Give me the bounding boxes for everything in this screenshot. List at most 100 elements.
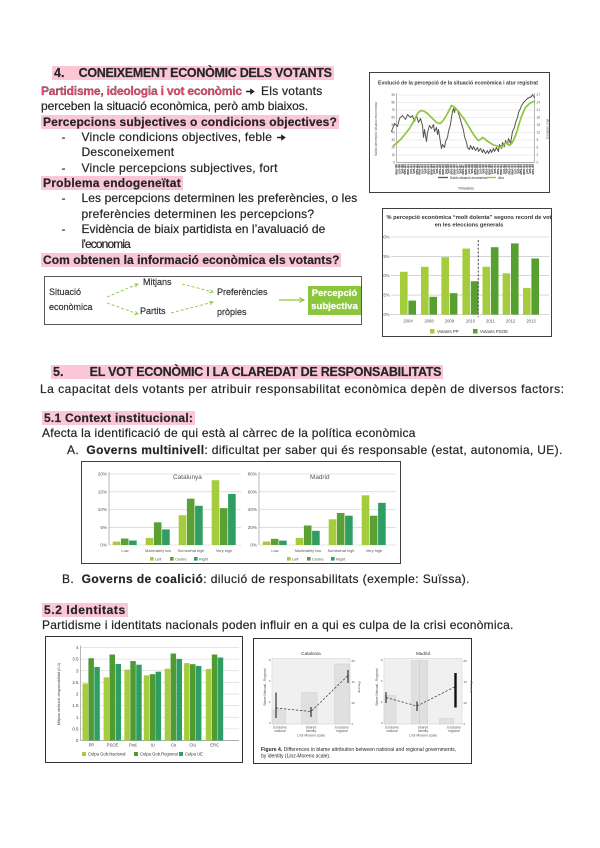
svg-text:Shared: Shared — [305, 725, 316, 729]
svg-text:Saldo percepció situació econò: Saldo percepció situació econòmica — [374, 101, 378, 155]
svg-text:9: 9 — [536, 138, 538, 142]
svg-text:identity: identity — [417, 729, 428, 733]
svg-text:jun-88: jun-88 — [467, 163, 471, 174]
svg-text:by identity (Linz-Moreno scale: by identity (Linz-Moreno scale). — [261, 753, 330, 759]
svg-text:regional: regional — [336, 729, 348, 733]
svg-text:PP: PP — [88, 742, 94, 747]
svg-text:Very high: Very high — [366, 548, 382, 553]
svg-text:Trimestres: Trimestres — [458, 186, 474, 190]
svg-text:3.5: 3.5 — [72, 656, 79, 661]
svg-text:.6: .6 — [379, 658, 382, 662]
svg-text:40: 40 — [463, 680, 467, 684]
svg-text:20: 20 — [391, 145, 395, 149]
svg-text:Exclusive: Exclusive — [335, 725, 349, 729]
svg-text:Pod.: Pod. — [128, 742, 137, 747]
svg-text:0.5: 0.5 — [72, 726, 79, 731]
svg-text:Percent: Percent — [469, 681, 473, 692]
svg-text:40: 40 — [351, 680, 355, 684]
svg-text:des-86: des-86 — [449, 163, 453, 174]
svg-text:18: 18 — [536, 115, 540, 119]
svg-text:des-91: des-91 — [496, 163, 500, 174]
svg-text:set-84: set-84 — [435, 163, 439, 173]
svg-text:set-90: set-90 — [481, 163, 485, 173]
svg-text:10%: 10% — [98, 507, 107, 512]
svg-text:30: 30 — [391, 138, 395, 142]
svg-text:6: 6 — [536, 145, 538, 149]
svg-text:.4: .4 — [379, 679, 382, 683]
svg-text:Saldo situació econòmica: Saldo situació econòmica — [450, 176, 488, 180]
svg-text:% percepció econòmica “molt do: % percepció econòmica “molt dolenta” seg… — [387, 215, 552, 221]
svg-text:.6: .6 — [267, 658, 270, 662]
svg-text:.0: .0 — [379, 721, 382, 725]
svg-text:des-83: des-83 — [426, 163, 430, 174]
svg-text:0%: 0% — [100, 543, 107, 548]
svg-text:set-91: set-91 — [493, 163, 497, 173]
svg-text:Culpa Gob.Nacional: Culpa Gob.Nacional — [88, 751, 126, 756]
svg-text:60: 60 — [351, 659, 355, 663]
svg-text:Culpa UE: Culpa UE — [185, 751, 203, 756]
svg-text:set-80: set-80 — [400, 163, 404, 173]
svg-text:20%: 20% — [248, 525, 257, 530]
svg-text:2010: 2010 — [466, 319, 476, 324]
svg-text:Madrid: Madrid — [415, 651, 429, 656]
svg-text:2: 2 — [76, 691, 79, 696]
svg-text:set-94: set-94 — [516, 163, 520, 173]
svg-text:Culpa Gob.Regional: Culpa Gob.Regional — [140, 751, 178, 756]
svg-text:Somewhat high: Somewhat high — [328, 548, 355, 553]
svg-text:Moderately low: Moderately low — [145, 548, 171, 553]
svg-text:Shared: Shared — [417, 725, 428, 729]
svg-text:national: national — [274, 729, 285, 733]
svg-text:jun-81: jun-81 — [409, 163, 413, 174]
svg-text:set-95: set-95 — [527, 163, 531, 173]
svg-text:20: 20 — [463, 701, 467, 705]
svg-text:2009: 2009 — [445, 319, 455, 324]
svg-text:des-95: des-95 — [530, 163, 534, 174]
svg-text:Madrid: Madrid — [310, 474, 330, 481]
svg-text:mar-94: mar-94 — [522, 163, 526, 174]
svg-text:Exclusive: Exclusive — [385, 725, 399, 729]
svg-text:Catalonia: Catalonia — [301, 651, 321, 656]
svg-text:des-93: des-93 — [507, 163, 511, 174]
svg-text:mar-82: mar-82 — [417, 163, 421, 174]
svg-text:2013: 2013 — [526, 319, 536, 324]
svg-text:IU: IU — [150, 742, 154, 747]
svg-text:Figure 4. Differences in blame: Figure 4. Differences in blame attributi… — [261, 747, 456, 753]
svg-text:2004: 2004 — [403, 319, 413, 324]
svg-text:des-82: des-82 — [414, 163, 418, 174]
svg-text:des-81: des-81 — [403, 163, 407, 174]
svg-text:0: 0 — [351, 722, 353, 726]
svg-text:Cs: Cs — [170, 742, 175, 747]
svg-text:3: 3 — [536, 153, 538, 157]
svg-text:3: 3 — [76, 668, 79, 673]
svg-text:Blame National - Regional: Blame National - Regional — [375, 668, 379, 705]
svg-text:jun-85: jun-85 — [443, 163, 447, 174]
svg-text:set-87: set-87 — [458, 163, 462, 173]
svg-text:jun-92: jun-92 — [501, 163, 505, 174]
svg-text:jun-87: jun-87 — [455, 163, 459, 174]
svg-text:set-82: set-82 — [411, 163, 415, 173]
svg-text:0: 0 — [76, 738, 79, 743]
svg-text:Evolució de la percepció de la: Evolució de la percepció de la situació … — [378, 80, 538, 86]
svg-text:60%: 60% — [248, 490, 257, 495]
svg-text:mar-89: mar-89 — [475, 163, 479, 174]
svg-text:15%: 15% — [98, 490, 107, 495]
svg-text:Left: Left — [292, 556, 299, 561]
svg-text:80: 80 — [391, 100, 395, 104]
svg-text:Low: Low — [121, 548, 128, 553]
svg-text:Centre: Centre — [312, 556, 324, 561]
svg-text:0: 0 — [463, 722, 465, 726]
svg-text:mar-81: mar-81 — [406, 163, 410, 174]
svg-text:des-90: des-90 — [484, 163, 488, 174]
svg-text:jun-84: jun-84 — [432, 163, 436, 174]
svg-text:1: 1 — [76, 714, 79, 719]
svg-text:60: 60 — [463, 659, 467, 663]
svg-text:Mitjana atribució responsabili: Mitjana atribució responsabilitat (0-4) — [57, 662, 61, 725]
svg-text:Atur (milions): Atur (milions) — [545, 119, 549, 139]
svg-text:ERC: ERC — [210, 742, 219, 747]
svg-text:2.5: 2.5 — [72, 680, 79, 685]
svg-text:Catalunya: Catalunya — [173, 474, 202, 481]
svg-text:10: 10 — [391, 153, 395, 157]
svg-text:jun-83: jun-83 — [420, 163, 424, 174]
svg-text:Right: Right — [336, 556, 346, 561]
svg-text:des-94: des-94 — [519, 163, 523, 174]
